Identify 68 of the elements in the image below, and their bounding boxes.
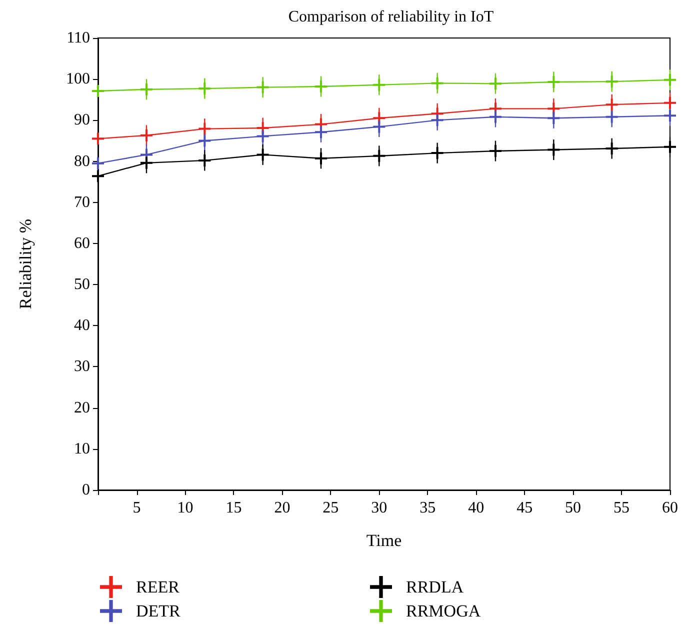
x-tick-label: 35 xyxy=(420,500,436,516)
point xyxy=(548,76,560,88)
x-tick-label: 60 xyxy=(662,500,678,516)
point xyxy=(606,76,618,88)
y-tick-label: 50 xyxy=(74,276,90,294)
point xyxy=(256,148,269,161)
point xyxy=(92,170,104,182)
x-tick-label: 20 xyxy=(274,500,290,516)
point xyxy=(431,147,444,160)
y-axis-title: Reliability % xyxy=(16,218,35,310)
point xyxy=(489,145,502,157)
point xyxy=(664,74,676,86)
point xyxy=(548,144,560,156)
y-tick-label: 80 xyxy=(74,152,90,170)
y-tick-label: 40 xyxy=(74,317,90,334)
point xyxy=(664,140,676,153)
legend-label: RRDLA xyxy=(406,578,464,596)
legend-label: DETR xyxy=(136,602,182,620)
x-tick-label: 45 xyxy=(516,500,533,516)
point xyxy=(140,129,152,142)
x-axis-title: Time xyxy=(366,531,402,550)
y-tick-label: 90 xyxy=(74,112,90,129)
legend-label: RRMOGA xyxy=(406,602,482,620)
x-tick-label: 10 xyxy=(177,500,194,516)
point xyxy=(606,142,618,155)
point xyxy=(373,150,386,162)
y-tick-label: 0 xyxy=(82,482,90,498)
point xyxy=(92,157,104,170)
point xyxy=(140,156,152,169)
y-tick-label: 110 xyxy=(66,30,90,46)
point xyxy=(373,78,386,91)
point xyxy=(431,77,444,90)
point xyxy=(489,110,502,123)
x-tick-label: 50 xyxy=(565,500,582,516)
x-tick-label: 25 xyxy=(322,500,339,516)
x-tick-label: 55 xyxy=(614,500,630,516)
point xyxy=(198,122,211,135)
point xyxy=(92,132,104,145)
y-tick-label: 70 xyxy=(74,194,90,211)
point xyxy=(92,85,104,98)
y-tick-label: 60 xyxy=(74,234,90,252)
legend-label: REER xyxy=(136,578,180,596)
x-tick-label: 15 xyxy=(226,500,242,516)
point xyxy=(431,114,444,126)
point xyxy=(314,152,327,164)
point xyxy=(256,81,269,94)
x-tick-label: 40 xyxy=(468,500,484,516)
point xyxy=(373,120,386,133)
chart-title: Comparison of reliability in IoT xyxy=(288,8,494,26)
point xyxy=(664,110,676,122)
point xyxy=(198,82,211,95)
x-tick-label: 5 xyxy=(132,500,141,516)
point xyxy=(606,98,618,111)
point xyxy=(314,80,327,92)
point xyxy=(198,154,211,166)
y-tick-label: 100 xyxy=(66,70,90,88)
y-tick-label: 30 xyxy=(74,358,90,376)
point xyxy=(664,96,676,109)
point xyxy=(198,134,211,147)
point xyxy=(606,110,618,123)
point xyxy=(140,83,152,96)
y-tick-label: 10 xyxy=(74,440,90,458)
x-tick-label: 30 xyxy=(371,500,388,516)
point xyxy=(548,112,560,124)
point xyxy=(489,78,502,90)
point xyxy=(256,130,269,142)
point xyxy=(314,126,327,138)
y-tick-label: 20 xyxy=(74,399,90,416)
